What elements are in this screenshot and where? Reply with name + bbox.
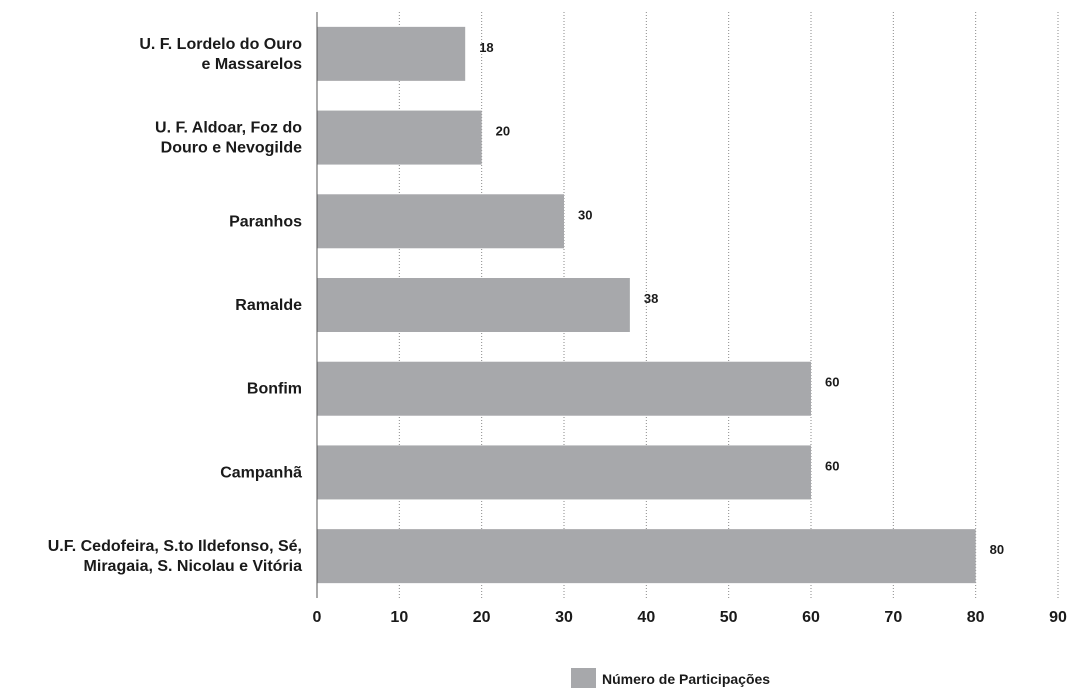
bar-value-label: 60 <box>825 458 839 473</box>
bar <box>317 110 482 165</box>
bar <box>317 361 811 416</box>
x-tick-label: 40 <box>637 609 655 626</box>
legend-label: Número de Participações <box>602 671 770 687</box>
x-tick-label: 10 <box>390 609 408 626</box>
category-label: Bonfim <box>247 381 302 398</box>
bar <box>317 278 630 332</box>
bar-value-label: 38 <box>644 291 658 306</box>
x-tick-label: 0 <box>313 609 322 626</box>
x-tick-label: 70 <box>884 609 902 626</box>
category-label: Paranhos <box>229 213 302 230</box>
bar <box>317 26 466 81</box>
bar-value-label: 20 <box>496 124 510 139</box>
category-label: Ramalde <box>235 297 302 314</box>
bars <box>317 26 976 584</box>
x-axis-ticks: 0 10 20 30 40 50 60 70 80 90 <box>313 609 1067 626</box>
legend-swatch <box>571 668 596 688</box>
legend: Número de Participações <box>571 668 770 688</box>
bar <box>317 529 976 584</box>
bar-value-label: 30 <box>578 207 592 222</box>
bar <box>317 445 811 500</box>
bar-value-label: 18 <box>479 40 493 55</box>
x-tick-label: 30 <box>555 609 573 626</box>
bar-value-label: 60 <box>825 375 839 390</box>
x-tick-label: 20 <box>473 609 491 626</box>
x-tick-label: 90 <box>1049 609 1067 626</box>
category-labels: U. F. Lordelo do Ouro e Massarelos U. F. A… <box>48 36 302 575</box>
bar-value-label: 80 <box>990 542 1004 557</box>
category-label: Campanhã <box>220 464 302 481</box>
data-labels: 18 20 30 38 60 60 80 <box>479 40 1004 557</box>
category-label: U. F. Lordelo do Ouro e Massarelos <box>139 36 302 73</box>
category-label: U.F. Cedofeira, S.to Ildefonso, Sé, Mirag… <box>48 538 302 575</box>
x-tick-label: 50 <box>720 609 738 626</box>
x-tick-label: 80 <box>967 609 985 626</box>
bar <box>317 194 564 249</box>
x-tick-label: 60 <box>802 609 820 626</box>
category-label: U. F. Aldoar, Foz do Douro e Nevogilde <box>155 120 302 157</box>
